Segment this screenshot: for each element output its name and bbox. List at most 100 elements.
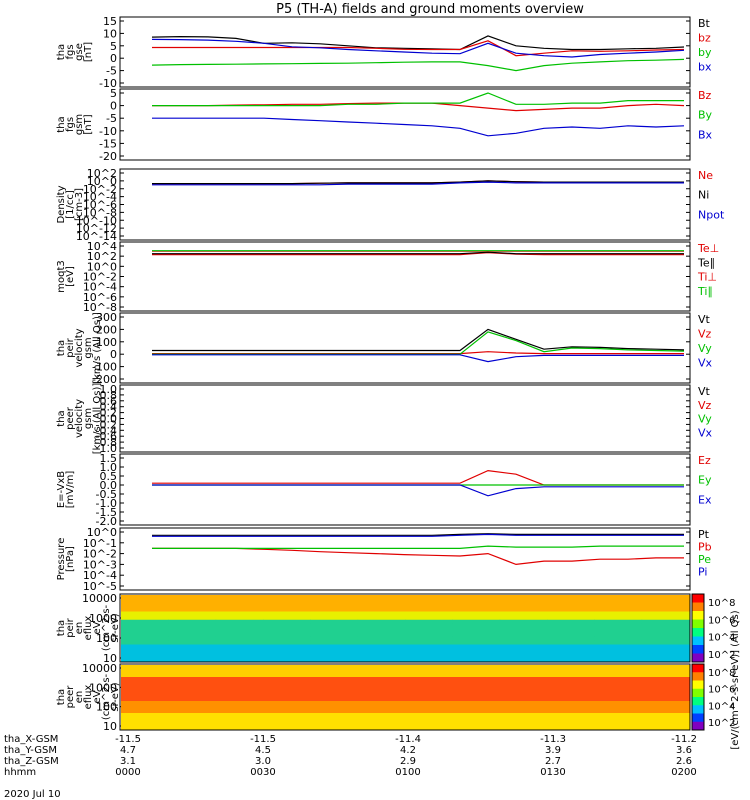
spectrogram-cell (452, 607, 501, 612)
spectrogram-cell (405, 636, 453, 641)
panel-peer_en_eflux: 10000 1000 100 10 thapeerenefluxeV(cm^2-s-sr… (56, 662, 735, 733)
spectrogram-cell (215, 607, 264, 612)
spectrogram-cell (168, 611, 217, 617)
series-line-Pt (152, 533, 684, 536)
y-tick-label: -10 (99, 77, 117, 90)
spectrogram-cell (547, 644, 595, 650)
spectrogram-cell (357, 721, 406, 726)
panel-peer_velocity: 1.00.80.60.40.20.0-0.2-0.4-0.6-0.8-1.0 th… (56, 383, 713, 455)
spectrogram-cell (641, 636, 690, 641)
spectrogram-cell (263, 689, 311, 694)
spectrogram-cell (121, 693, 169, 698)
x-axis-row-label: tha_Y-GSM (4, 745, 57, 756)
spectrogram-cell (641, 705, 690, 710)
spectrogram-cell (121, 656, 169, 662)
series-line-Bx (152, 117, 685, 137)
spectrogram-cell (547, 656, 595, 662)
spectrogram-cell (310, 665, 359, 670)
spectrogram-cell (452, 693, 501, 698)
spectrogram-cell (547, 599, 595, 604)
spectrogram-cell (310, 697, 359, 702)
y-tick-label: 10^-5 (83, 580, 117, 593)
spectrogram-cell (405, 623, 453, 629)
y-axis-label: [km/s (All Qs)] (92, 312, 103, 384)
spectrogram-cell (357, 709, 406, 714)
spectrogram-cell (310, 725, 359, 730)
y-axis-label: gsm (74, 114, 85, 135)
spectrogram-cell (168, 652, 217, 658)
spectrogram-cell (499, 669, 548, 674)
spectrogram-cell (641, 623, 690, 629)
x-tick-label: -11.3 (540, 734, 566, 745)
series-line-Ez (152, 469, 684, 486)
spectrogram-cell (168, 615, 217, 621)
spectrogram-cell (547, 619, 595, 625)
spectrogram-cell (121, 632, 169, 637)
spectrogram-cell (310, 681, 359, 686)
spectrogram-cell (215, 656, 264, 662)
x-tick-label: -11.4 (395, 734, 421, 745)
legend-Ne: Ne (698, 169, 713, 182)
spectrogram-cell (357, 595, 406, 600)
y-tick-label: 10^-3 (83, 558, 117, 571)
spectrogram-cell (215, 681, 264, 686)
spectrogram-cell (547, 603, 595, 608)
series-line-Bz (152, 102, 685, 112)
spectrogram-cell (405, 705, 453, 710)
spectrogram-cell (452, 677, 501, 682)
spectrogram-cell (168, 628, 217, 633)
series-line-bz (152, 40, 685, 57)
spectrogram-cell (641, 595, 690, 600)
spectrogram-cell (547, 636, 595, 641)
y-tick-label: -0.8 (96, 436, 117, 449)
spectrogram-cell (547, 628, 595, 633)
spectrogram-cell (357, 652, 406, 658)
x-tick-label: 0100 (395, 767, 420, 778)
y-tick-label: -1.0 (96, 497, 117, 510)
spectrogram-cell (168, 644, 217, 650)
y-tick-label: 0.0 (100, 413, 118, 426)
legend-bz: bz (698, 32, 711, 45)
x-axis-row-label: tha_Z-GSM (4, 756, 59, 767)
spectrogram-cell (452, 681, 501, 686)
spectrogram-cell (452, 619, 501, 625)
spectrogram-cell (405, 669, 453, 674)
spectrogram-cell (357, 632, 406, 637)
x-axis-row-label: hhmm (4, 767, 36, 778)
spectrogram-cell (405, 632, 453, 637)
legend-Ni: Ni (698, 189, 709, 202)
spectrogram-cell (215, 615, 264, 621)
spectrogram-cell (310, 685, 359, 690)
spectrogram-cell (641, 709, 690, 714)
spectrogram-cell (168, 619, 217, 625)
spectrogram-cell (263, 623, 311, 629)
spectrogram-cell (452, 623, 501, 629)
spectrogram-cell (594, 644, 643, 650)
y-tick-label: -5 (106, 65, 117, 78)
spectrogram-cell (121, 721, 169, 726)
spectrogram-cell (405, 681, 453, 686)
spectrogram-cell (452, 656, 501, 662)
spectrogram-cell (357, 636, 406, 641)
spectrogram-cell (452, 652, 501, 658)
spectrogram-cell (310, 652, 359, 658)
spectrogram-cell (499, 632, 548, 637)
series-line-Npot (152, 181, 684, 186)
y-tick-label: 10^-14 (76, 230, 117, 243)
spectrogram-cell (499, 603, 548, 608)
spectrogram-cell (547, 648, 595, 654)
spectrogram-cell (168, 640, 217, 645)
series-line-Vx (152, 354, 684, 363)
spectrogram-cell (310, 632, 359, 637)
panel-E_field: 1.51.00.50.0-0.5-1.0-1.5-2.0 E=-VxB[mV/m]… (56, 452, 712, 528)
colorbar-tick-label: 10^6 (708, 685, 735, 696)
spectrogram-cell (121, 701, 169, 706)
y-tick-label: 0.4 (100, 401, 118, 414)
spectrogram-cell (263, 607, 311, 612)
spectrogram-cell (499, 599, 548, 604)
spectrogram-cell (263, 717, 311, 722)
spectrogram-cell (121, 689, 169, 694)
legend-Pt: Pt (698, 528, 710, 541)
y-tick-label: 1000 (89, 681, 117, 694)
spectrogram-cell (547, 615, 595, 621)
